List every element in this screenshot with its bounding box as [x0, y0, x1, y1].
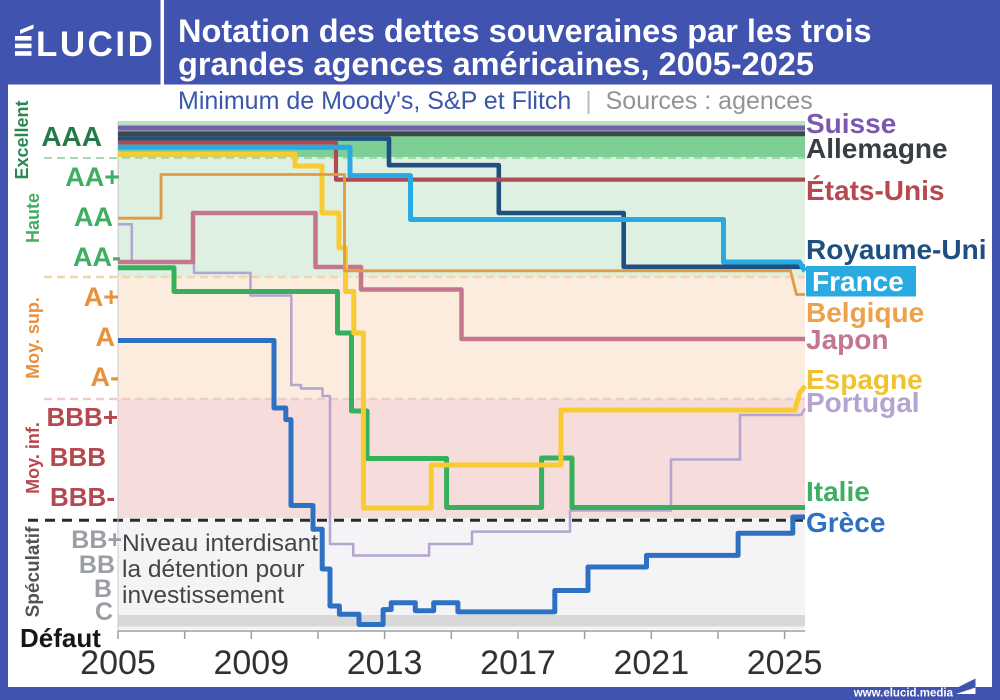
svg-text:2017: 2017 [480, 644, 556, 682]
svg-text:A-: A- [91, 362, 120, 392]
svg-text:Belgique: Belgique [806, 297, 924, 328]
svg-text:Portugal: Portugal [806, 387, 920, 418]
svg-text:Japon: Japon [806, 324, 888, 355]
svg-text:Notation des dettes souveraine: Notation des dettes souveraines par les … [178, 13, 872, 49]
svg-text:Spéculatif: Spéculatif [23, 526, 44, 617]
svg-text:AA+: AA+ [65, 162, 120, 192]
svg-text:AAA: AAA [41, 121, 102, 152]
svg-text:BB: BB [79, 551, 115, 579]
svg-text:Moy. inf.: Moy. inf. [23, 422, 43, 494]
svg-text:Excellent: Excellent [12, 100, 32, 179]
svg-text:AA-: AA- [73, 242, 121, 272]
svg-text:C: C [95, 598, 113, 626]
svg-text:Moy. sup.: Moy. sup. [23, 297, 43, 379]
svg-text:AA: AA [74, 202, 113, 232]
svg-text:2025: 2025 [747, 644, 823, 682]
svg-text:2013: 2013 [347, 644, 423, 682]
svg-text:2009: 2009 [213, 644, 289, 682]
svg-text:BB+: BB+ [71, 526, 122, 554]
svg-text:2021: 2021 [613, 644, 689, 682]
svg-text:Allemagne: Allemagne [806, 133, 948, 164]
svg-text:investissement: investissement [122, 582, 284, 609]
svg-text:grandes agences américaines, 2: grandes agences américaines, 2005-2025 [178, 46, 814, 82]
svg-text:www.elucid.media: www.elucid.media [853, 688, 954, 700]
svg-text:LUCID: LUCID [36, 25, 155, 64]
svg-text:Niveau interdisant: Niveau interdisant [122, 530, 318, 557]
svg-text:Espagne: Espagne [806, 364, 923, 395]
svg-text:Haute: Haute [23, 193, 43, 243]
svg-text:BBB: BBB [50, 442, 106, 472]
svg-text:Défaut: Défaut [20, 623, 101, 653]
svg-text:B: B [94, 575, 112, 603]
svg-text:Minimum de Moody's, S&P et Fli: Minimum de Moody's, S&P et Flitch | Sour… [178, 87, 813, 115]
svg-text:Italie: Italie [806, 476, 870, 507]
svg-text:France: France [812, 266, 904, 297]
svg-text:BBB+: BBB+ [46, 402, 118, 432]
svg-text:2005: 2005 [80, 644, 156, 682]
svg-text:BBB-: BBB- [50, 482, 115, 512]
svg-text:la détention pour: la détention pour [122, 556, 305, 583]
svg-text:A+: A+ [84, 282, 119, 312]
svg-text:Royaume-Uni: Royaume-Uni [806, 234, 986, 265]
svg-text:Suisse: Suisse [806, 108, 896, 139]
svg-text:États-Unis: États-Unis [806, 175, 944, 206]
svg-text:A: A [96, 322, 116, 352]
svg-text:Grèce: Grèce [806, 507, 885, 538]
